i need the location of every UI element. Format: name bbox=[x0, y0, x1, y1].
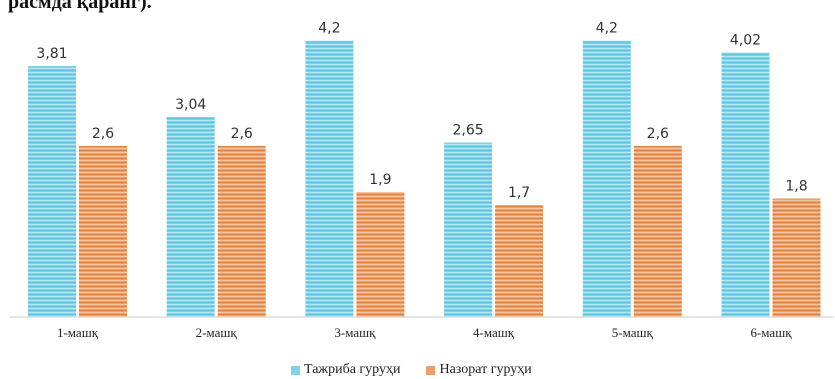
bar-series-1-5 bbox=[582, 40, 631, 318]
category-label-3: 3-машқ bbox=[334, 325, 376, 340]
data-label-series-2-3: 1,9 bbox=[369, 172, 391, 188]
bar-series-1-3 bbox=[305, 40, 354, 318]
data-label-series-2-4: 1,7 bbox=[508, 185, 530, 201]
data-label-series-2-6: 1,8 bbox=[785, 179, 807, 195]
data-label-series-1-2: 3,04 bbox=[175, 97, 206, 113]
data-label-series-2-1: 2,6 bbox=[92, 126, 114, 142]
category-label-1: 1-машқ bbox=[57, 325, 99, 340]
data-labels-group: 3,81 2,6 3,04 2,6 4,2 1,9 2,65 1,7 4,2 2,6 4,02 1,8 bbox=[36, 21, 807, 202]
bar-series-2-1 bbox=[79, 145, 127, 317]
category-label-2: 2-машқ bbox=[196, 325, 238, 340]
data-label-series-2-2: 2,6 bbox=[231, 126, 253, 142]
data-label-series-2-5: 2,6 bbox=[647, 126, 669, 142]
category-labels-group: 1-машқ 2-машқ 3-машқ 4-машқ 5-машқ 6-машқ bbox=[57, 325, 792, 340]
legend-label-series-1: Тажриба гуруҳи bbox=[304, 362, 401, 377]
bar-series-2-4 bbox=[495, 205, 544, 317]
bar-series-1-1 bbox=[28, 66, 76, 317]
bar-series-2-6 bbox=[772, 198, 821, 317]
data-label-series-1-3: 4,2 bbox=[318, 21, 340, 37]
category-label-4: 4-машқ bbox=[473, 325, 515, 340]
data-label-series-1-5: 4,2 bbox=[596, 21, 618, 37]
bar-series-2-3 bbox=[356, 191, 405, 317]
bar-series-1-4 bbox=[444, 142, 493, 317]
category-label-5: 5-машқ bbox=[612, 325, 654, 340]
data-label-series-1-4: 2,65 bbox=[453, 123, 484, 139]
legend-swatch-series-1 bbox=[291, 365, 300, 375]
legend-label-series-2: Назорат гуруҳи bbox=[439, 362, 532, 377]
bar-chart: 3,81 2,6 3,04 2,6 4,2 1,9 2,65 1,7 4,2 2,6 4,02 1,8… bbox=[10, 21, 833, 340]
bar-series-2-2 bbox=[217, 145, 266, 317]
bar-series-1-6 bbox=[721, 52, 770, 317]
data-label-series-1-6: 4,02 bbox=[730, 32, 761, 48]
bar-series-1-2 bbox=[166, 116, 215, 317]
legend-item-series-1: Тажриба гуруҳи bbox=[291, 362, 400, 378]
page-header-text: расмда қаранг). bbox=[8, 0, 152, 13]
data-label-series-1-1: 3,81 bbox=[36, 46, 67, 62]
bar-series-2-5 bbox=[633, 145, 682, 317]
legend: Тажриба гуруҳи Назорат гуруҳи bbox=[291, 362, 558, 378]
category-label-6: 6-машқ bbox=[750, 325, 792, 340]
legend-item-series-2: Назорат гуруҳи bbox=[426, 362, 532, 378]
legend-swatch-series-2 bbox=[426, 365, 436, 375]
bars-group bbox=[28, 40, 821, 318]
